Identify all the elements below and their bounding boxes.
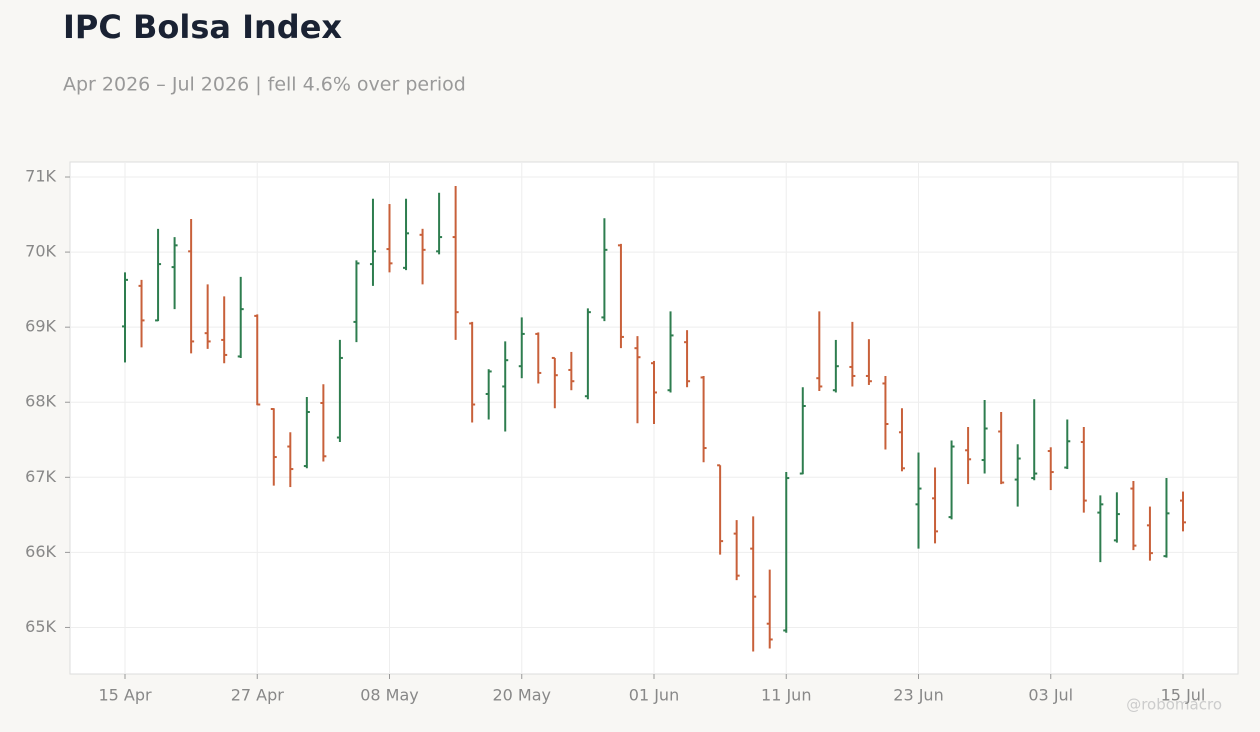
y-tick-label: 71K [25, 167, 56, 186]
y-tick-label: 69K [25, 317, 56, 336]
x-tick-label: 03 Jul [1028, 686, 1073, 705]
y-tick-label: 68K [25, 392, 56, 411]
y-tick-label: 66K [25, 542, 56, 561]
y-tick-label: 65K [25, 617, 56, 636]
x-tick-label: 01 Jun [629, 686, 679, 705]
x-tick-label: 11 Jun [761, 686, 811, 705]
x-tick-label: 15 Jul [1161, 686, 1206, 705]
x-tick-label: 08 May [360, 686, 419, 705]
y-tick-label: 70K [25, 242, 56, 261]
x-tick-label: 15 Apr [98, 686, 152, 705]
x-tick-label: 23 Jun [893, 686, 943, 705]
x-tick-label: 27 Apr [231, 686, 285, 705]
chart-title: IPC Bolsa Index [63, 8, 342, 46]
y-tick-label: 67K [25, 467, 56, 486]
watermark: @robomacro [1126, 696, 1222, 714]
chart-subtitle: Apr 2026 – Jul 2026 | fell 4.6% over per… [63, 74, 466, 96]
x-tick-label: 20 May [492, 686, 551, 705]
